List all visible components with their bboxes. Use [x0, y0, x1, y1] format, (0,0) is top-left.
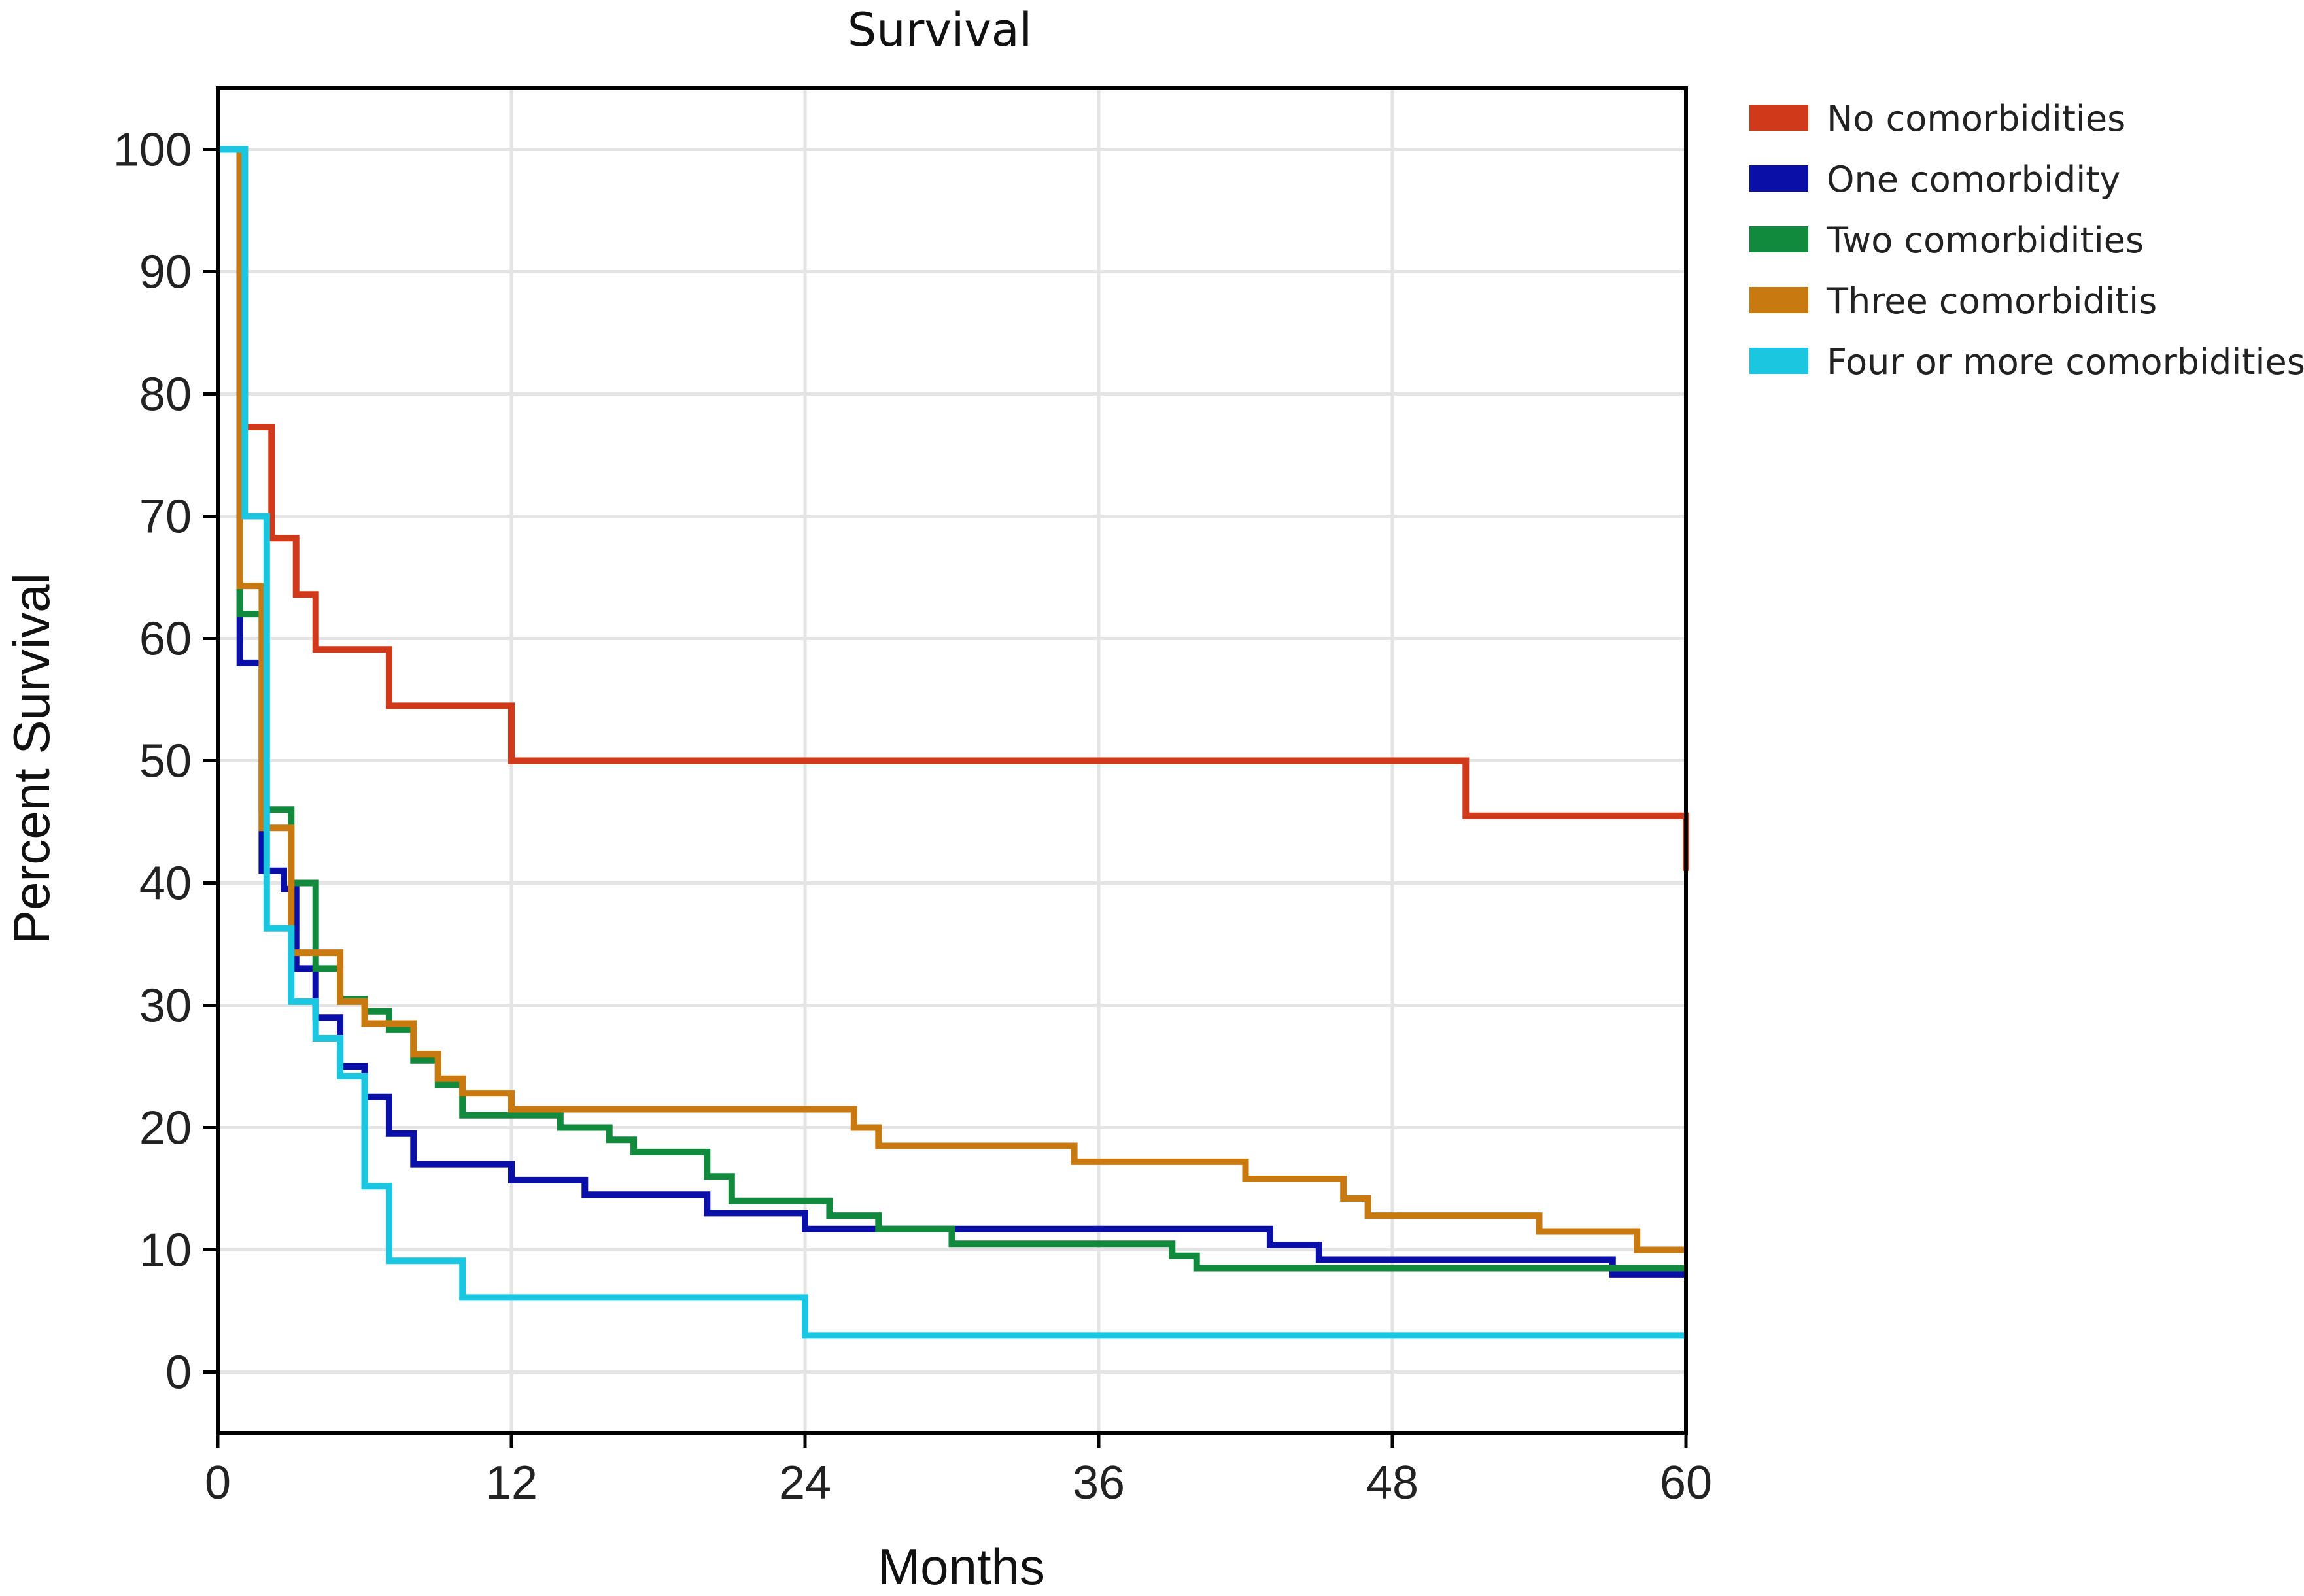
legend-swatch [1749, 348, 1808, 374]
legend-label: Two comorbidities [1826, 220, 2144, 261]
y-tick-label: 40 [139, 858, 192, 910]
legend-label: Four or more comorbidities [1827, 341, 2304, 382]
x-axis-title: Months [878, 1538, 1045, 1595]
y-axis-title: Percent Survival [3, 573, 60, 944]
x-tick-label: 24 [779, 1457, 831, 1509]
y-tick-label: 100 [113, 124, 192, 177]
legend-swatch [1749, 287, 1808, 313]
series-line-3 [218, 146, 1686, 1272]
legend-label: No comorbidities [1827, 98, 2125, 139]
y-tick-label: 0 [165, 1347, 192, 1399]
legend-label: Three comorbiditis [1826, 280, 2157, 322]
x-tick-label: 0 [205, 1457, 231, 1509]
y-tick-label: 70 [139, 491, 192, 543]
y-tick-label: 20 [139, 1102, 192, 1155]
y-axis-ticks: 0 10 20 30 40 50 60 70 80 90 100 [113, 124, 218, 1399]
series-line-5 [218, 146, 1686, 1339]
series-line-2 [218, 146, 1686, 1278]
x-tick-label: 60 [1660, 1457, 1712, 1509]
legend-swatch [1749, 226, 1808, 252]
legend: No comorbidities One comorbidity Two comor… [1749, 98, 2304, 382]
y-tick-label: 10 [139, 1225, 192, 1277]
legend-label: One comorbidity [1827, 159, 2120, 200]
chart-title: Survival [848, 3, 1032, 57]
legend-swatch [1749, 165, 1808, 192]
x-tick-label: 36 [1073, 1457, 1125, 1509]
series-lines [218, 146, 1689, 1339]
y-tick-label: 30 [139, 980, 192, 1032]
x-axis-ticks: 0 12 24 36 48 60 [205, 1433, 1712, 1509]
series-line-1 [218, 146, 1689, 871]
x-tick-label: 48 [1366, 1457, 1419, 1509]
x-tick-label: 12 [485, 1457, 538, 1509]
y-tick-label: 50 [139, 736, 192, 788]
y-tick-label: 90 [139, 246, 192, 299]
y-tick-label: 80 [139, 369, 192, 421]
y-tick-label: 60 [139, 613, 192, 666]
legend-swatch [1749, 105, 1808, 131]
